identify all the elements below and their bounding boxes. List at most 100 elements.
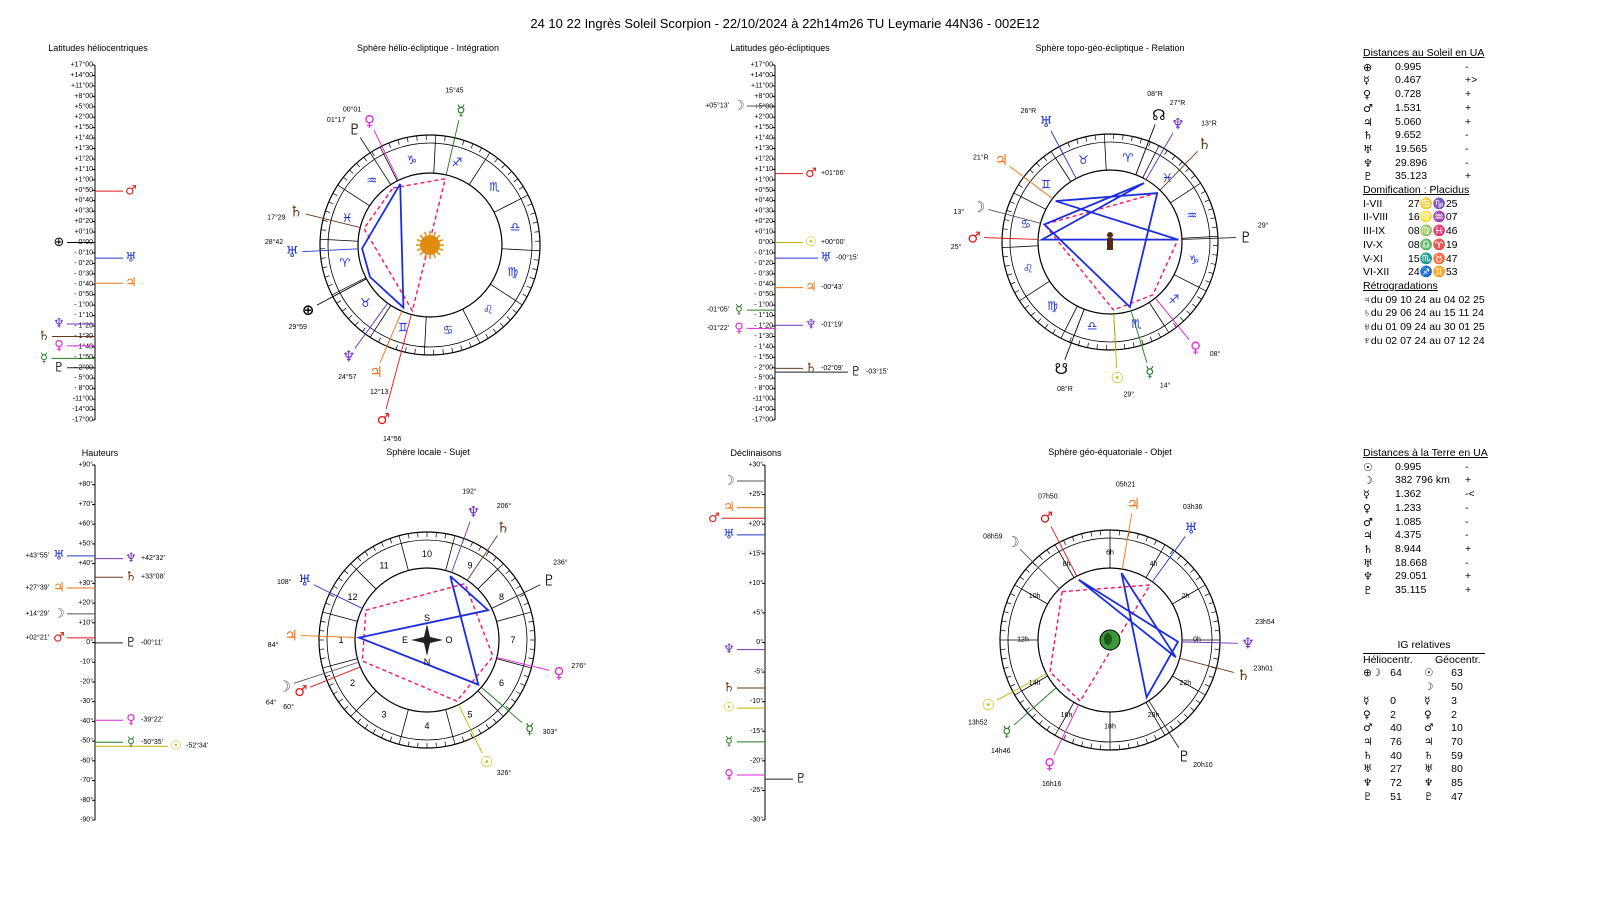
venus-icon: ♀ [1363, 88, 1372, 102]
degree-tick [1177, 555, 1181, 560]
mercury-label: 14° [1160, 381, 1171, 389]
uranus-label: 26°R [1021, 107, 1037, 115]
table-row: ♅ 27 ♅ 80 [1363, 763, 1485, 777]
degree-tick [388, 142, 391, 148]
table-row: ♄ 8.944 + [1363, 543, 1493, 557]
distance-value: 0.728 [1395, 88, 1422, 101]
degree-tick [1069, 337, 1072, 343]
degree-tick [444, 741, 447, 747]
zodiac-sign-icon: ♑ [407, 153, 418, 167]
person-body-icon [1107, 238, 1113, 250]
uranus-pointer [1151, 536, 1186, 583]
mars-pointer [385, 314, 412, 410]
helio-tick-ring [327, 142, 533, 348]
zodiac-sign-icon: ♎ [510, 220, 521, 234]
tick-label: +5°00 [74, 102, 93, 110]
mars-value: +01°06' [821, 169, 845, 177]
sector-divider [383, 153, 398, 182]
degree-tick [451, 347, 454, 353]
mercury-pointer [481, 686, 523, 724]
uranus-icon: ♅ [285, 243, 298, 261]
tick-label: -5° [754, 668, 763, 676]
degree-tick [1090, 531, 1093, 537]
degree-tick [371, 151, 375, 157]
house-pair: I-VII [1363, 197, 1383, 210]
degree-tick [1019, 296, 1027, 302]
degree-tick [532, 268, 538, 271]
degree-tick [328, 594, 334, 597]
degree-tick [364, 724, 369, 729]
tick-label: +1°10 [74, 165, 93, 173]
tick-label: - 1°30 [754, 332, 773, 340]
ig-title: IG relatives [1363, 639, 1485, 654]
degree-tick [389, 538, 393, 544]
tick-label: +1°00 [74, 175, 93, 183]
hour-label: 16h [1061, 712, 1073, 719]
degree-tick [344, 570, 349, 575]
helio-planet-icon: ♇ [1363, 790, 1373, 803]
aspect-lines-red [1049, 584, 1152, 703]
degree-tick [1164, 150, 1168, 155]
moon-icon: ☽ [972, 198, 985, 216]
mercury-icon: ☿ [40, 351, 48, 366]
geo-planet-icon: ☉ [1424, 667, 1434, 680]
earth-icon: ⊕ [1363, 60, 1373, 74]
helio-ig: 72 [1390, 777, 1402, 790]
degree-tick [515, 300, 523, 306]
degree-tick [478, 546, 482, 551]
cusp-value: 16♌♒07 [1408, 211, 1458, 224]
degree-tick [512, 309, 517, 313]
degree-tick [1127, 743, 1130, 749]
degree-tick [1030, 311, 1035, 316]
distance-value: 29.896 [1395, 156, 1428, 169]
degree-tick [499, 322, 504, 327]
tick-label: +14°00 [751, 71, 774, 79]
degree-tick [492, 557, 497, 562]
zodiac-sign-icon: ♒ [1186, 208, 1197, 222]
table-row: ♄ 9.652 - [1363, 129, 1493, 143]
degree-tick [494, 158, 498, 163]
mars-pointer [310, 666, 361, 688]
house-pair: VI-XII [1363, 266, 1390, 279]
geo-ig: 3 [1451, 694, 1457, 707]
sun-ray [433, 231, 437, 237]
jupiter-icon: ♃ [1363, 115, 1373, 129]
house-number: 6 [499, 678, 504, 688]
tick-label: +0°20 [754, 217, 773, 225]
distance-value: 382 796 km [1395, 474, 1450, 487]
sun-icon: ☉ [1363, 460, 1373, 474]
sun-icon: ☉ [981, 696, 994, 714]
helio-planet-icon [1363, 681, 1390, 695]
degree-tick [1183, 713, 1189, 719]
sector-divider [496, 658, 524, 667]
hour-label: 2h [1181, 593, 1189, 600]
degree-tick [406, 137, 409, 143]
tick-label: - 0°30 [74, 269, 93, 277]
tick-label: - 5°00 [74, 374, 93, 382]
neptune-pointer [1145, 132, 1174, 180]
uranus-pointer [302, 248, 359, 253]
mars-pointer [1050, 526, 1078, 577]
house-number: 9 [467, 561, 472, 571]
house-pair: V-XI [1363, 252, 1383, 265]
zodiac-sign-icon: ♈ [1122, 151, 1133, 165]
jupiter-pointer [1009, 165, 1053, 200]
degree-tick [506, 316, 511, 321]
neptune-label: 27°R [1170, 99, 1186, 107]
tick-label: +0°50 [754, 186, 773, 194]
tick-label: - 0°30 [754, 269, 773, 277]
saturn-pointer [466, 535, 498, 581]
hour-label: 6h [1106, 550, 1114, 557]
zodiac-sign-icon: ♍ [1047, 299, 1058, 313]
zodiac-sign-icon: ♐ [1169, 293, 1180, 307]
geo-planet-icon: ♀ [1424, 708, 1432, 721]
neptune-label: 24°57 [338, 373, 356, 381]
table-row: ♀ 0.728 + [1363, 88, 1493, 102]
sector-divider [1173, 274, 1200, 288]
sun-icon: ☉ [1110, 369, 1123, 387]
compass-west: O [445, 635, 452, 645]
degree-tick [511, 698, 516, 703]
sun-icon: ☉ [805, 235, 817, 250]
uranus-icon: ♅ [53, 548, 65, 563]
trend: + [1465, 542, 1472, 555]
